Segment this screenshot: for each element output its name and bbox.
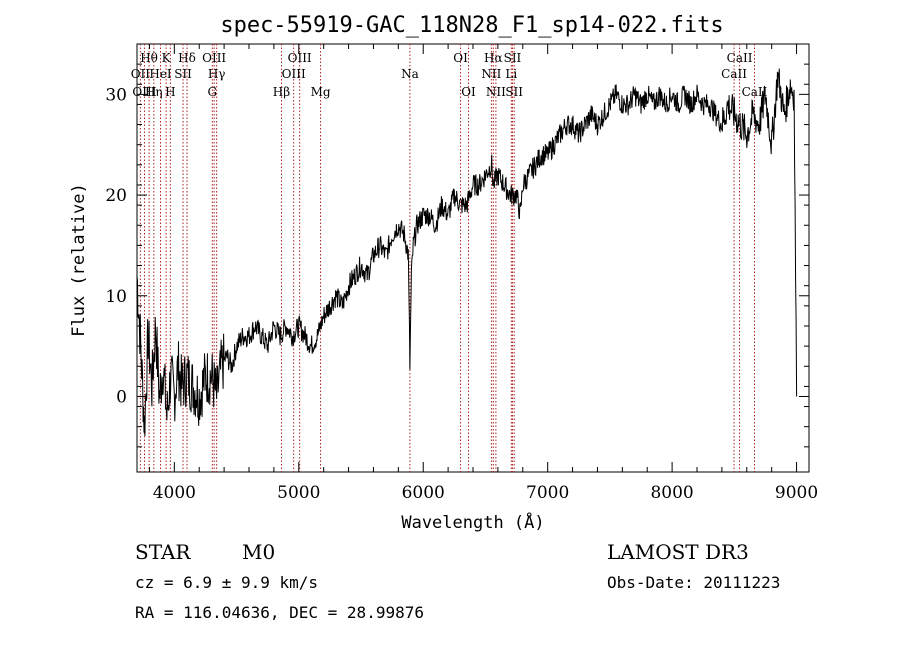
line-label: Hδ [178,51,196,65]
line-label: OIII [202,51,226,65]
line-label: OIII [132,85,156,99]
line-label: SII [505,85,523,99]
line-label: Hη [145,85,163,99]
y-tick-label: 20 [105,186,127,206]
line-label: Hα [484,51,503,65]
line-label: Hγ [208,67,226,81]
line-label: Na [401,67,419,81]
object-subclass: M0 [242,540,275,564]
chart-title: spec-55919-GAC_118N28_F1_sp14-022.fits [220,13,723,38]
redshift-velocity: cz = 6.9 ± 9.9 km/s [135,573,318,592]
x-tick-label: 8000 [650,483,693,503]
line-label: G [207,85,217,99]
footer-info: STAR M0 cz = 6.9 ± 9.9 km/s RA = 116.046… [135,540,780,622]
line-label: OIII [288,51,312,65]
line-label: SII [174,67,192,81]
x-axis-ticks: 4000 5000 6000 7000 8000 9000 [148,44,818,503]
line-label: CaII [721,67,747,81]
y-tick-label: 30 [105,85,127,105]
line-label: CaII [727,51,753,65]
y-axis-ticks: 0 10 20 30 [105,43,809,448]
observation-date: Obs-Date: 20111223 [607,573,780,592]
line-label: OII [131,67,151,81]
y-tick-label: 10 [105,287,127,307]
line-label: NII [481,67,501,81]
line-label: HeI [149,67,172,81]
survey-release: LAMOST DR3 [607,540,749,564]
line-label: Mg [311,85,331,99]
line-label: Hθ [140,51,158,65]
x-tick-label: 7000 [526,483,569,503]
line-label: OIII [282,67,306,81]
line-label: SII [504,51,522,65]
object-class: STAR [135,540,191,564]
x-tick-label: 9000 [775,483,818,503]
line-label: Hβ [273,85,290,99]
y-axis-label: Flux (relative) [69,183,89,337]
line-label: H [165,85,175,99]
line-label: CaII [742,85,768,99]
y-tick-label: 0 [116,387,127,407]
line-label: NII [486,85,506,99]
x-tick-label: 4000 [153,483,196,503]
x-axis-label: Wavelength (Å) [401,511,544,533]
sky-coordinates: RA = 116.04636, DEC = 28.99876 [135,603,424,622]
spectral-line-markers [139,44,755,472]
line-label: OI [453,51,468,65]
line-label: OI [461,85,476,99]
x-tick-label: 6000 [402,483,445,503]
spectrum-series-line [136,68,798,437]
x-tick-label: 5000 [277,483,320,503]
line-label: Li [505,67,517,81]
line-label: K [162,51,172,65]
